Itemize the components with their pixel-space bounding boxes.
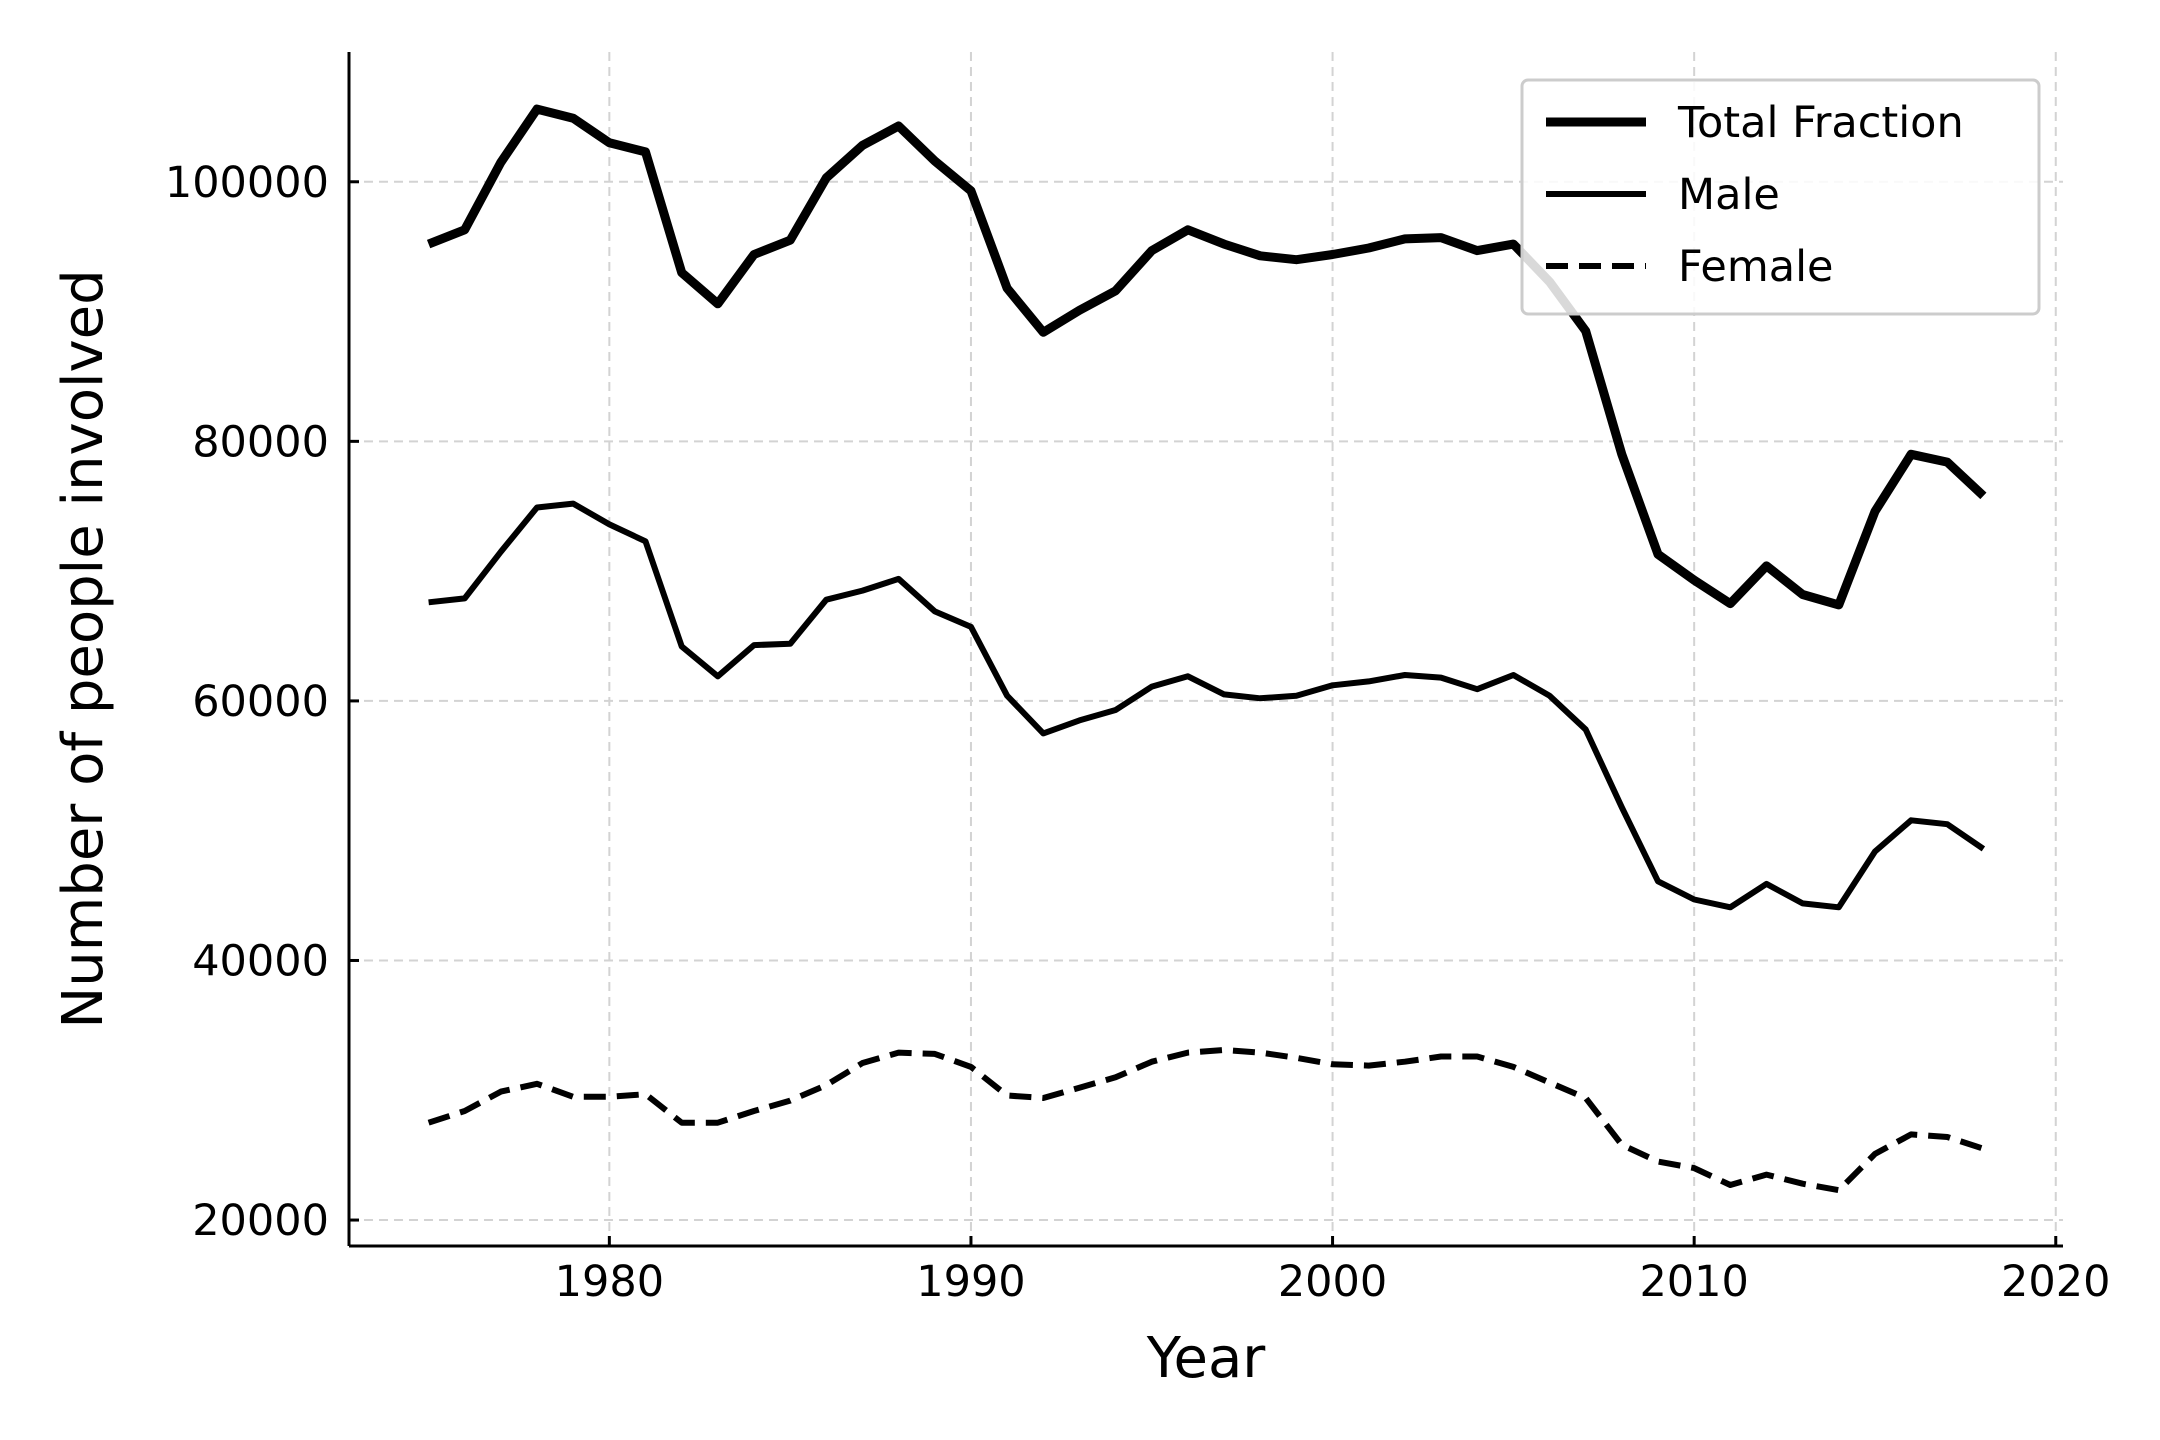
x-axis-title: Year [1146,1326,1267,1391]
axes [347,52,2063,1248]
x-tick-label: 2020 [2001,1257,2110,1307]
y-tick-label: 20000 [192,1196,329,1246]
legend-label: Male [1678,170,1780,220]
y-tick-label: 40000 [192,936,329,986]
x-tick-label: 2000 [1278,1257,1387,1307]
legend-box [1520,78,2041,316]
series-layer [426,104,1987,1194]
x-tick-label: 2010 [1639,1257,1748,1307]
legend-label: Female [1678,242,1833,292]
legend-label: Total Fraction [1677,98,1964,148]
y-tick-label: 100000 [165,158,329,208]
legend: Total Fraction Male Female [1520,78,2041,316]
x-tick-label: 1990 [916,1257,1025,1307]
y-tick-label: 80000 [192,417,329,467]
y-tick-label: 60000 [192,677,329,727]
y-axis-title: Number of people involved [51,269,116,1028]
x-axis-ticks: 1980 1990 2000 2010 2020 [555,1236,2110,1307]
y-axis-ticks: 20000 40000 60000 80000 100000 [165,158,359,1246]
series-line-female [427,1047,1985,1194]
series-line-male [428,500,1986,911]
series-line-total-fraction [426,104,1987,610]
x-tick-label: 1980 [555,1257,664,1307]
